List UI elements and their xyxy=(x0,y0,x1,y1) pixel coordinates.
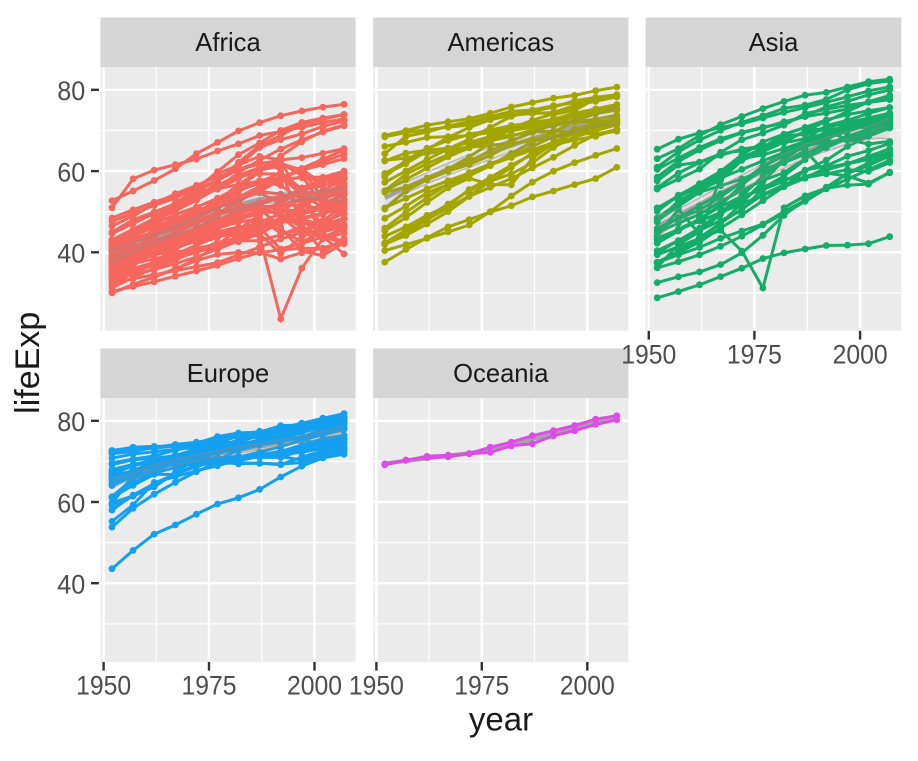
svg-text:60: 60 xyxy=(57,158,85,188)
svg-text:2000: 2000 xyxy=(833,340,888,370)
svg-text:Africa: Africa xyxy=(195,29,261,57)
svg-text:60: 60 xyxy=(57,488,85,518)
svg-text:Asia: Asia xyxy=(749,29,800,57)
svg-text:80: 80 xyxy=(57,407,85,437)
svg-text:40: 40 xyxy=(57,570,85,600)
svg-text:80: 80 xyxy=(57,76,85,106)
svg-text:1975: 1975 xyxy=(727,340,782,370)
svg-text:1950: 1950 xyxy=(621,340,676,370)
svg-text:year: year xyxy=(469,701,533,738)
svg-text:Europe: Europe xyxy=(187,360,270,388)
svg-text:Americas: Americas xyxy=(447,29,554,57)
svg-text:2000: 2000 xyxy=(287,671,342,701)
svg-text:1950: 1950 xyxy=(349,671,404,701)
svg-text:1975: 1975 xyxy=(454,671,509,701)
svg-text:Oceania: Oceania xyxy=(453,360,549,388)
svg-text:2000: 2000 xyxy=(560,671,615,701)
svg-text:40: 40 xyxy=(57,239,85,269)
svg-text:lifeExp: lifeExp xyxy=(9,312,47,414)
svg-text:1950: 1950 xyxy=(76,671,131,701)
svg-text:1975: 1975 xyxy=(182,671,237,701)
